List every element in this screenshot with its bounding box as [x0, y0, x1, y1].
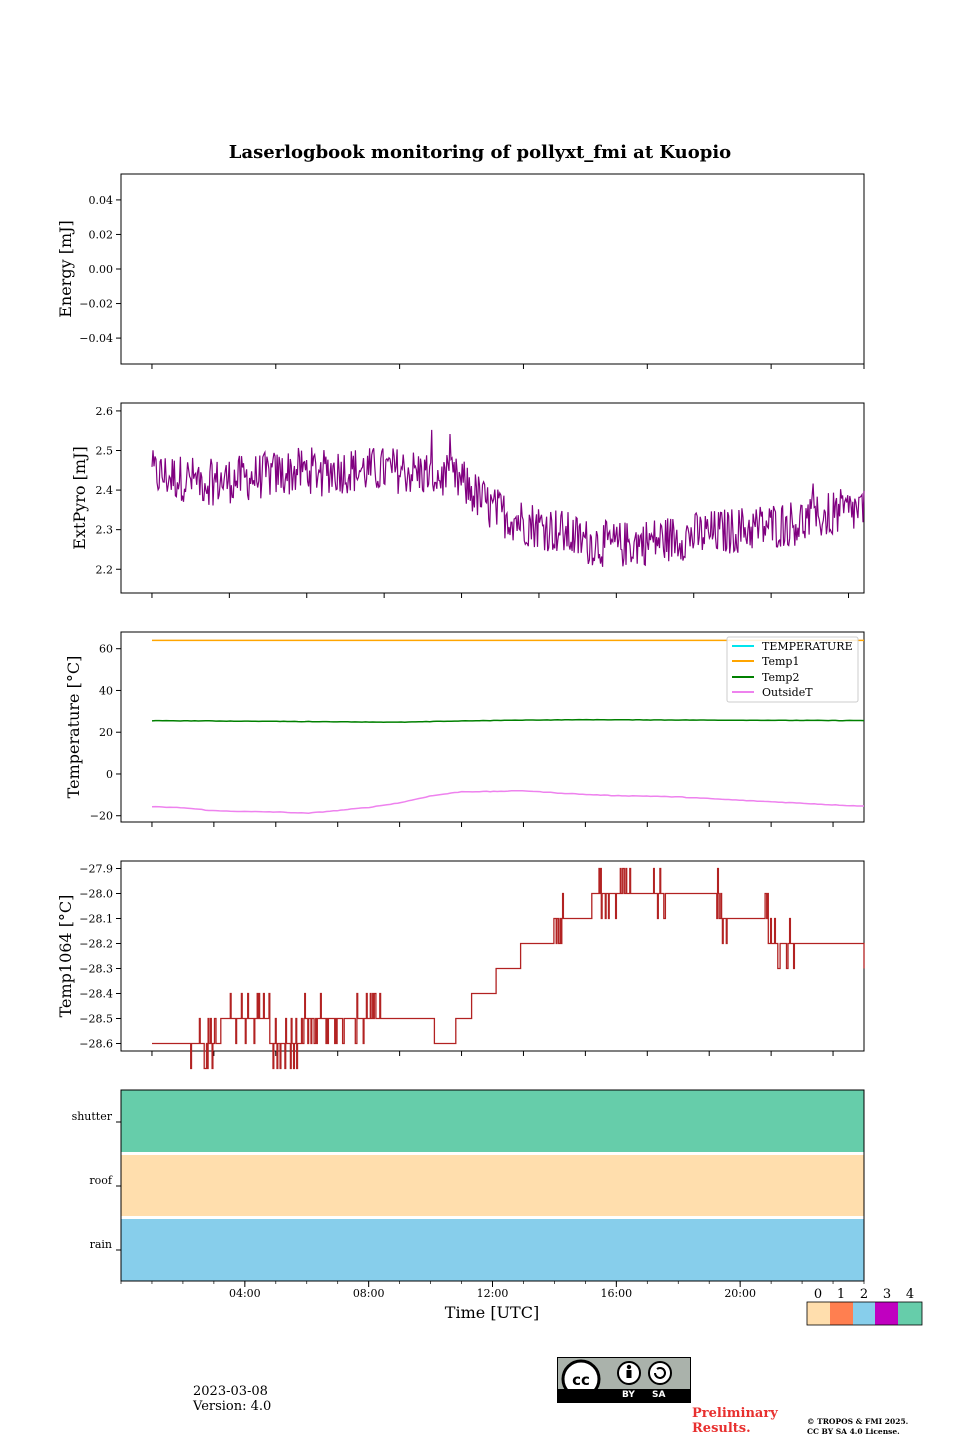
- legend-label-temperature: TEMPERATURE: [762, 640, 853, 653]
- colorbar-tick-1: 1: [837, 1287, 845, 1302]
- temperature-axes-frame: [120, 631, 865, 823]
- figure-title: Laserlogbook monitoring of pollyxt_fmi a…: [229, 142, 731, 163]
- copyright-note: © TROPOS & FMI 2025. CC BY SA 4.0 Licens…: [807, 1417, 908, 1437]
- extpyro-ytick-label: 2.6: [96, 405, 114, 418]
- preliminary-line2: Results.: [692, 1421, 751, 1436]
- energy-x-ticks: [151, 364, 865, 369]
- extpyro-ylabel: ExtPyro [mJ]: [70, 446, 89, 549]
- footer-version: Version: 4.0: [193, 1399, 272, 1414]
- temp1064-y-ticks: −28.6 −28.5 −28.4 −28.3 −28.2 −28.1 −28.0 −27.9: [79, 863, 121, 1051]
- temperature-ytick-label: 0: [106, 768, 113, 781]
- temp1064-ytick-label: −27.9: [79, 863, 113, 876]
- cc-strip: [558, 1389, 690, 1402]
- status-xtick-label: 12:00: [477, 1287, 509, 1300]
- colorbar-cell-2: [853, 1302, 875, 1325]
- colorbar-cell-4: [898, 1302, 922, 1325]
- energy-panel: −0.04 −0.02 0.00 0.02 0.04 Energy [mJ]: [56, 173, 865, 369]
- cc-license-badge: cc BY SA: [557, 1357, 691, 1403]
- temperature-panel: −20 0 20 40 60 TEMPERATURE Temp1 Temp2 Outsi…: [64, 631, 865, 827]
- temp1064-panel: −28.6 −28.5 −28.4 −28.3 −28.2 −28.1 −28.0 −27.9…: [56, 860, 865, 1070]
- extpyro-ytick-label: 2.5: [96, 445, 114, 458]
- energy-ytick-label: 0.00: [89, 263, 114, 276]
- colorbar-tick-0: 0: [814, 1287, 822, 1302]
- temp1064-ytick-label: −28.2: [79, 938, 113, 951]
- status-colorbar: 0 1 2 3 4: [806, 1287, 923, 1326]
- energy-axes-frame: [120, 173, 865, 365]
- temperature-legend: TEMPERATURE Temp1 Temp2 OutsideT: [726, 636, 859, 703]
- status-row-rain: [121, 1219, 864, 1281]
- legend-label-outsideT: OutsideT: [762, 686, 813, 699]
- energy-ylabel: Energy [mJ]: [56, 220, 75, 318]
- extpyro-ytick-label: 2.3: [96, 524, 114, 537]
- status-label-rain: rain: [90, 1238, 112, 1251]
- temperature-y-ticks: −20 0 20 40 60: [90, 643, 121, 823]
- status-row-roof: [121, 1155, 864, 1216]
- colorbar-cell-1: [830, 1302, 853, 1325]
- temp1064-ylabel: Temp1064 [°C]: [56, 895, 75, 1018]
- outsideT-series-line: [151, 789, 864, 814]
- copyright-line1: © TROPOS & FMI 2025.: [807, 1417, 909, 1426]
- energy-ytick-label: 0.02: [89, 228, 114, 241]
- colorbar-cell-0: [807, 1302, 830, 1325]
- colorbar-tick-4: 4: [906, 1287, 914, 1302]
- svg-text:cc: cc: [572, 1371, 590, 1389]
- temp1064-ytick-label: −28.0: [79, 888, 113, 901]
- xaxis-label: Time [UTC]: [445, 1303, 539, 1322]
- cc-sa-label: SA: [652, 1390, 666, 1400]
- temperature-ytick-label: 60: [99, 643, 113, 656]
- temp1064-ytick-label: −28.3: [79, 963, 113, 976]
- temp1064-ytick-label: −28.6: [79, 1038, 113, 1051]
- status-panel: shutter roof rain 04:00 08:00 12:00 16:00 20…: [72, 1089, 865, 1322]
- energy-ytick-label: −0.04: [79, 332, 113, 345]
- energy-ytick-label: 0.04: [89, 194, 114, 207]
- status-xtick-label: 08:00: [353, 1287, 385, 1300]
- extpyro-panel: 2.2 2.3 2.4 2.5 2.6 ExtPyro [mJ]: [70, 402, 865, 598]
- colorbar-tick-2: 2: [860, 1287, 868, 1302]
- temperature-x-ticks: [151, 822, 834, 827]
- status-xtick-label: 20:00: [724, 1287, 756, 1300]
- extpyro-ytick-label: 2.2: [96, 563, 114, 576]
- temp1064-ytick-label: −28.4: [79, 988, 113, 1001]
- colorbar-cell-3: [875, 1302, 898, 1325]
- extpyro-ytick-label: 2.4: [96, 484, 114, 497]
- colorbar-frame: [806, 1301, 923, 1326]
- preliminary-line1: Preliminary: [692, 1406, 778, 1421]
- status-xtick-label: 04:00: [229, 1287, 261, 1300]
- temp2-series-line: [151, 718, 865, 723]
- temperature-ytick-label: 20: [99, 726, 113, 739]
- extpyro-axes-frame: [120, 402, 865, 594]
- colorbar-tick-3: 3: [883, 1287, 891, 1302]
- extpyro-x-ticks: [151, 593, 850, 598]
- status-label-roof: roof: [89, 1174, 113, 1187]
- temp1064-axes-frame: [120, 860, 865, 1052]
- preliminary-results-note: Preliminary Results.: [692, 1406, 778, 1436]
- legend-label-temp2: Temp2: [762, 671, 799, 684]
- status-label-shutter: shutter: [72, 1110, 113, 1123]
- cc-by-label: BY: [622, 1390, 635, 1400]
- status-x-ticks: 04:00 08:00 12:00 16:00 20:00: [120, 1281, 865, 1300]
- status-row-shutter: [121, 1090, 864, 1152]
- status-xtick-label: 16:00: [600, 1287, 632, 1300]
- energy-y-ticks: −0.04 −0.02 0.00 0.02 0.04: [79, 194, 121, 345]
- temp1064-series-line: [152, 867, 865, 1070]
- temp1064-ytick-label: −28.1: [79, 913, 113, 926]
- extpyro-series-line: [151, 429, 865, 567]
- copyright-line2: CC BY SA 4.0 License.: [807, 1427, 900, 1436]
- legend-box: [726, 636, 859, 703]
- extpyro-y-ticks: 2.2 2.3 2.4 2.5 2.6: [96, 405, 121, 576]
- temperature-ylabel: Temperature [°C]: [64, 656, 83, 799]
- legend-label-temp1: Temp1: [762, 655, 799, 668]
- temperature-ytick-label: 40: [99, 684, 113, 697]
- temp1064-ytick-label: −28.5: [79, 1013, 113, 1026]
- temp1064-x-ticks: [151, 1051, 834, 1056]
- footer-date: 2023-03-08: [193, 1384, 268, 1399]
- temperature-ytick-label: −20: [90, 810, 113, 823]
- energy-ytick-label: −0.02: [79, 298, 113, 311]
